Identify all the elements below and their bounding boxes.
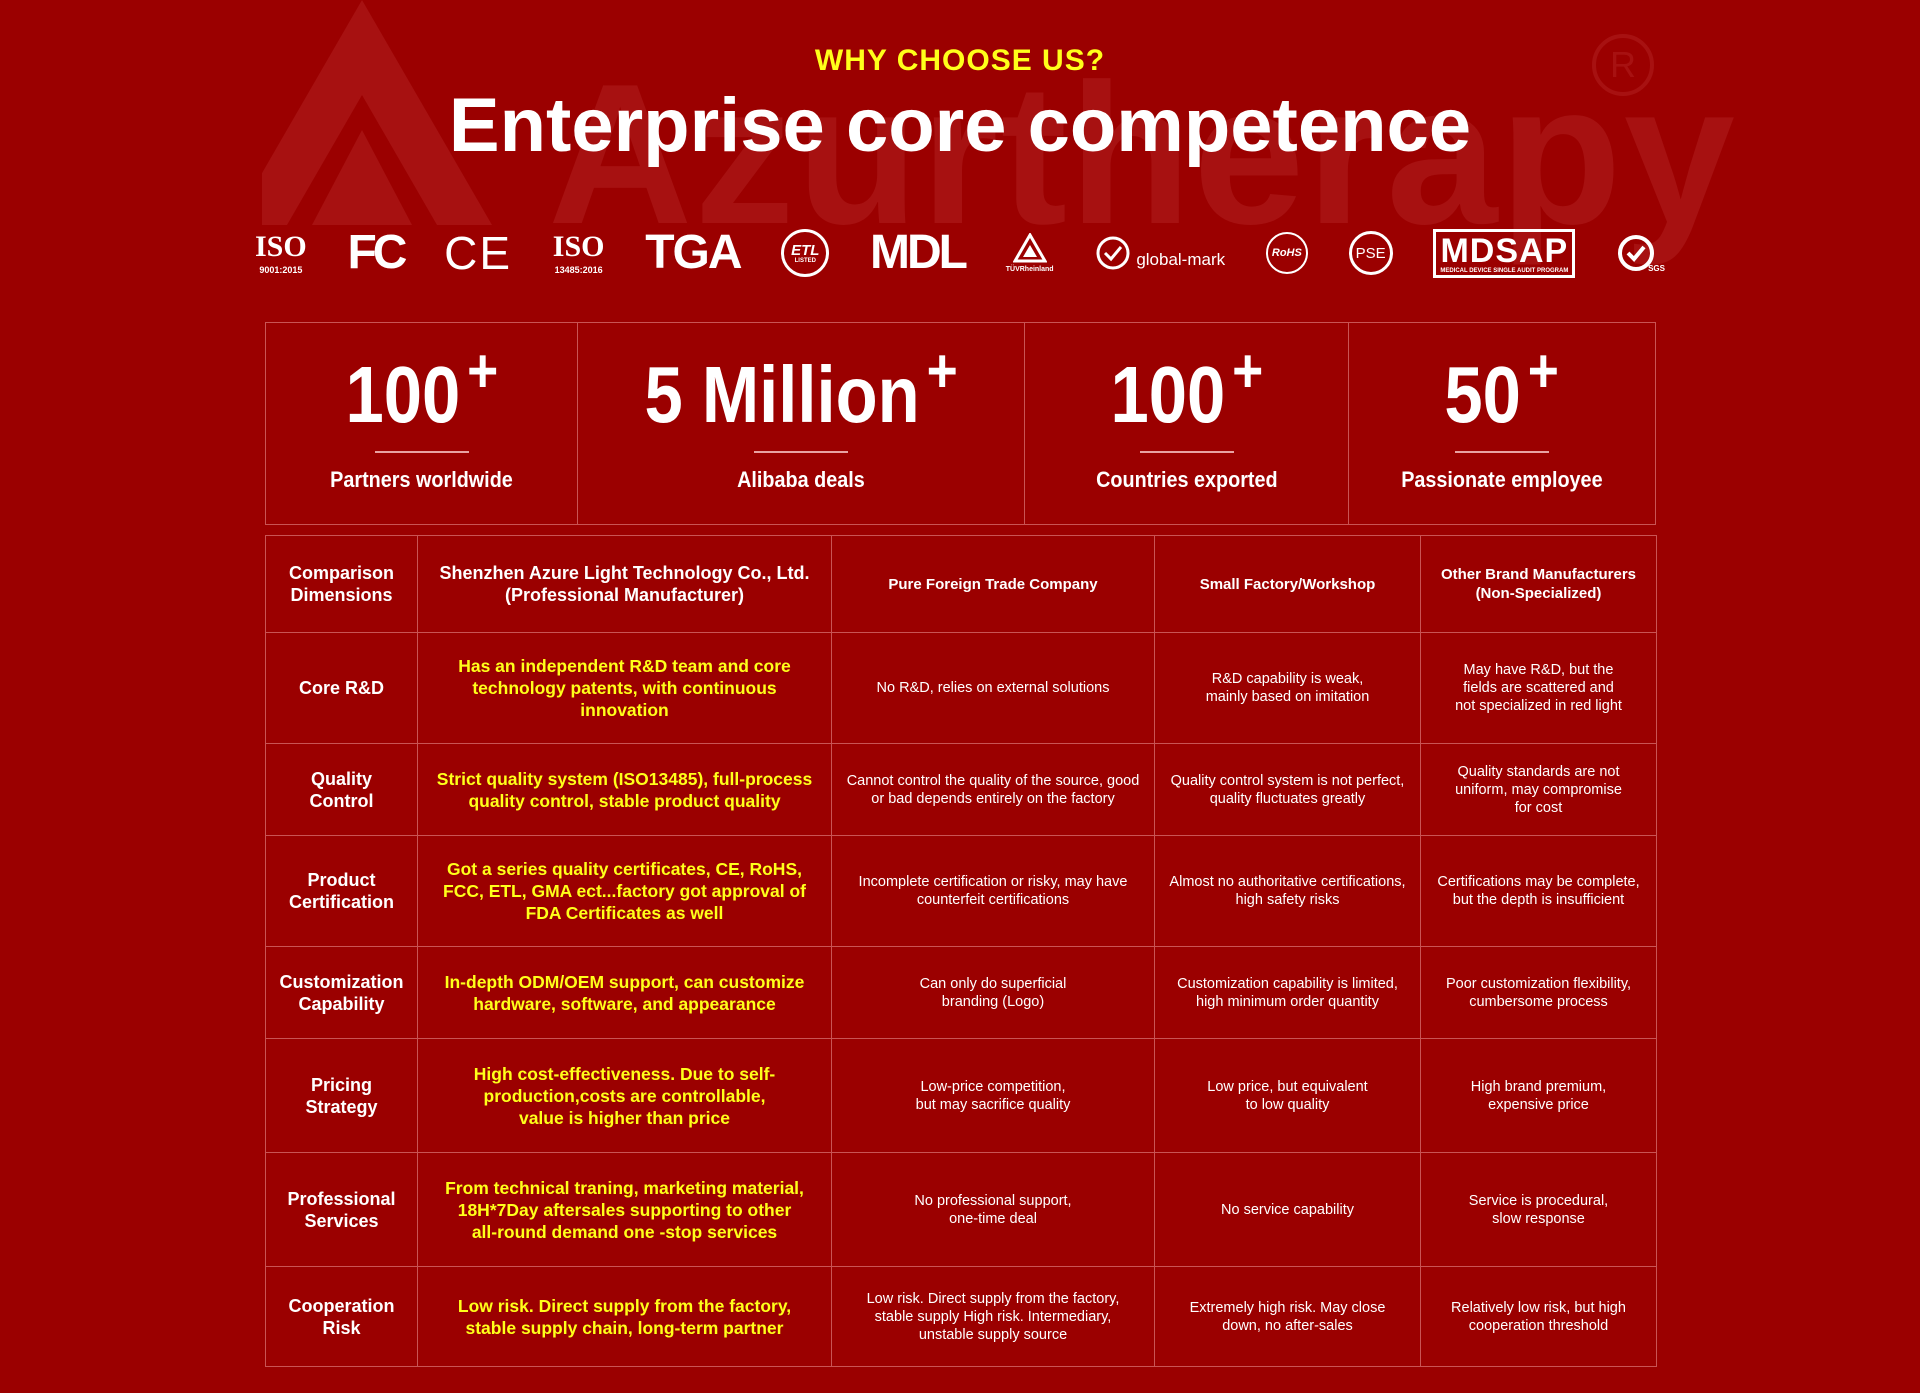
cell-small-factory: Quality control system is not perfect, q…: [1154, 743, 1421, 836]
cell-other-brands: Relatively low risk, but high cooperatio…: [1420, 1266, 1657, 1367]
stats-panel: 100 + Partners worldwide 5 Million + Aliba…: [265, 322, 1656, 525]
stat-number: 100 +: [1110, 337, 1263, 439]
etl-icon: ETL LISTED: [781, 229, 830, 277]
tga-icon: TGA: [645, 226, 742, 279]
plus-icon: +: [926, 337, 958, 406]
cell-foreign-trade: Can only do superficial branding (Logo): [831, 946, 1155, 1039]
stat-partners: 100 + Partners worldwide: [266, 323, 578, 524]
fcc-icon: FC: [347, 226, 407, 279]
cell-azure-light: From technical traning, marketing materi…: [417, 1152, 832, 1267]
mdsap-icon: MDSAP MEDICAL DEVICE SINGLE AUDIT PROGRA…: [1433, 228, 1576, 278]
iso-9001-icon: ISO 9001:2015: [255, 229, 307, 275]
cell-foreign-trade: Cannot control the quality of the source…: [831, 743, 1155, 836]
stat-divider: [1139, 451, 1234, 453]
stat-employees: 50 + Passionate employee: [1349, 323, 1655, 524]
row-dimension: Cooperation Risk: [265, 1266, 418, 1367]
cell-azure-light: Strict quality system (ISO13485), full-p…: [417, 743, 832, 836]
row-dimension: Product Certification: [265, 835, 418, 947]
cell-small-factory: No service capability: [1154, 1152, 1421, 1267]
cell-foreign-trade: No professional support, one-time deal: [831, 1152, 1155, 1267]
cell-azure-light: Has an independent R&D team and core tec…: [417, 632, 832, 744]
cell-azure-light: Low risk. Direct supply from the factory…: [417, 1266, 832, 1367]
section-kicker: WHY CHOOSE US?: [814, 44, 1106, 77]
table-header-row: Comparison Dimensions Shenzhen Azure Lig…: [265, 535, 1657, 633]
stat-alibaba-deals: 5 Million + Alibaba deals: [578, 323, 1025, 524]
global-mark-badge-icon: [1096, 236, 1130, 270]
plus-icon: +: [1528, 337, 1560, 406]
row-dimension: Core R&D: [265, 632, 418, 744]
plus-icon: +: [466, 337, 498, 406]
comparison-table: Comparison Dimensions Shenzhen Azure Lig…: [265, 535, 1657, 1367]
sgs-icon: SGS: [1616, 233, 1665, 273]
tuv-rheinland-icon: TÜVRheinland: [1006, 233, 1054, 273]
cell-other-brands: High brand premium, expensive price: [1420, 1038, 1657, 1153]
table-row: Core R&D Has an independent R&D team and…: [265, 632, 1657, 744]
cell-small-factory: Extremely high risk. May close down, no …: [1154, 1266, 1421, 1367]
row-dimension: Customization Capability: [265, 946, 418, 1039]
cell-other-brands: Service is procedural, slow response: [1420, 1152, 1657, 1267]
column-header-dimensions: Comparison Dimensions: [265, 535, 418, 633]
cell-foreign-trade: Low-price competition, but may sacrifice…: [831, 1038, 1155, 1153]
table-row: Pricing Strategy High cost-effectiveness…: [265, 1038, 1657, 1153]
column-header-other-brands: Other Brand Manufacturers (Non-Specializ…: [1420, 535, 1657, 633]
stat-divider: [374, 451, 469, 453]
cell-foreign-trade: Incomplete certification or risky, may h…: [831, 835, 1155, 947]
cell-small-factory: R&D capability is weak, mainly based on …: [1154, 632, 1421, 744]
stat-label: Passionate employee: [1401, 467, 1603, 492]
sgs-check-icon: [1618, 235, 1655, 271]
table-row: Cooperation Risk Low risk. Direct supply…: [265, 1266, 1657, 1367]
tuv-triangle-icon: [1012, 233, 1047, 263]
stat-label: Alibaba deals: [737, 467, 865, 492]
stat-divider: [754, 451, 848, 453]
stat-number: 5 Million +: [644, 337, 958, 439]
cell-small-factory: Almost no authoritative certifications, …: [1154, 835, 1421, 947]
cell-other-brands: Certifications may be complete, but the …: [1420, 835, 1657, 947]
pse-icon: PSE: [1348, 231, 1393, 275]
page-title: Enterprise core competence: [448, 83, 1472, 168]
column-header-foreign-trade: Pure Foreign Trade Company: [831, 535, 1155, 633]
table-row: Quality Control Strict quality system (I…: [265, 743, 1657, 836]
mdl-icon: MDL: [870, 226, 968, 279]
cell-azure-light: In-depth ODM/OEM support, can customize …: [417, 946, 832, 1039]
column-header-small-factory: Small Factory/Workshop: [1154, 535, 1421, 633]
stat-countries: 100 + Countries exported: [1025, 323, 1349, 524]
cell-other-brands: Poor customization flexibility, cumberso…: [1420, 946, 1657, 1039]
cell-small-factory: Customization capability is limited, hig…: [1154, 946, 1421, 1039]
stat-label: Countries exported: [1095, 467, 1278, 492]
stat-number: 50 +: [1444, 337, 1560, 439]
column-header-azure-light: Shenzhen Azure Light Technology Co., Ltd…: [417, 535, 832, 633]
cell-azure-light: High cost-effectiveness. Due to self- pr…: [417, 1038, 832, 1153]
stat-label: Partners worldwide: [330, 467, 513, 492]
stat-number: 100 +: [345, 337, 498, 439]
cell-other-brands: Quality standards are not uniform, may c…: [1420, 743, 1657, 836]
cell-small-factory: Low price, but equivalent to low quality: [1154, 1038, 1421, 1153]
table-row: Product Certification Got a series quali…: [265, 835, 1657, 947]
row-dimension: Quality Control: [265, 743, 418, 836]
cell-other-brands: May have R&D, but the fields are scatter…: [1420, 632, 1657, 744]
plus-icon: +: [1231, 337, 1263, 406]
table-row: Customization Capability In-depth ODM/OE…: [265, 946, 1657, 1039]
global-mark-icon: global-mark: [1094, 234, 1225, 272]
cell-foreign-trade: Low risk. Direct supply from the factory…: [831, 1266, 1155, 1367]
cell-foreign-trade: No R&D, relies on external solutions: [831, 632, 1155, 744]
row-dimension: Professional Services: [265, 1152, 418, 1267]
certification-logos: ISO 9001:2015 FC CE ISO 13485:2016 TGA E…: [255, 222, 1665, 284]
table-row: Professional Services From technical tra…: [265, 1152, 1657, 1267]
stat-divider: [1455, 451, 1549, 453]
rohs-icon: RoHS: [1265, 232, 1308, 274]
row-dimension: Pricing Strategy: [265, 1038, 418, 1153]
cell-azure-light: Got a series quality certificates, CE, R…: [417, 835, 832, 947]
iso-13485-icon: ISO 13485:2016: [552, 229, 605, 275]
ce-icon: CE: [444, 227, 513, 279]
